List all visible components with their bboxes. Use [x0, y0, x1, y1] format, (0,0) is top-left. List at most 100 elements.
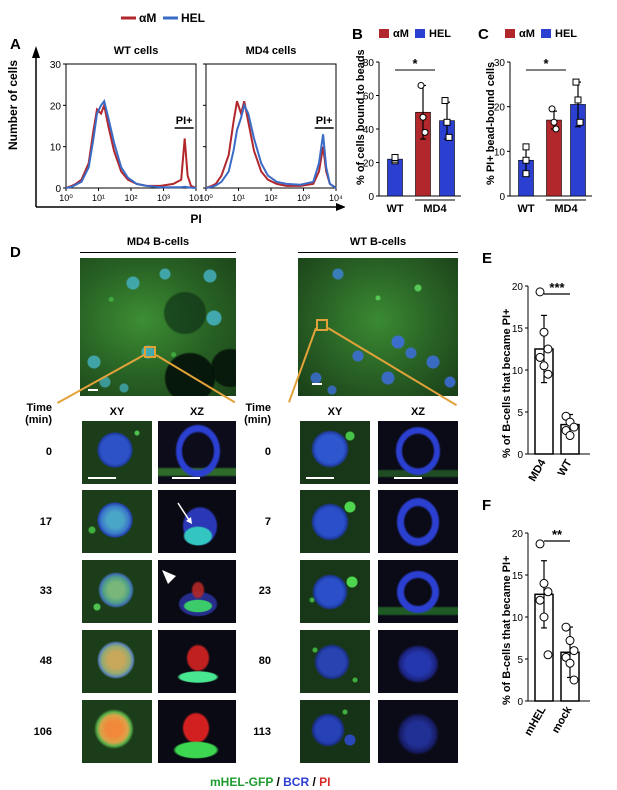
legend-am-swatch	[505, 29, 515, 38]
c-ytick-label-0: 0	[499, 192, 505, 203]
b-point-2-2	[445, 133, 453, 141]
panel-a-wt-plot: 0 10 20 30 10⁰ 10¹ 10² 10³ 10⁴ PI+	[50, 60, 203, 203]
legend-am-label: αM	[393, 28, 409, 40]
f-ytick-label-4: 20	[512, 529, 524, 540]
b-ytick-label-4: 80	[363, 58, 375, 69]
panel-a-ylabel: Number of cells	[6, 60, 20, 150]
wt-series-hel	[65, 98, 197, 189]
f-point-0-3	[535, 595, 545, 605]
f-point-1-5	[569, 675, 579, 685]
c-point-0-1	[522, 156, 530, 164]
e-ytick-label-1: 5	[517, 408, 523, 419]
wt-ytick-label-1: 10	[50, 143, 62, 154]
e-point-0-0	[535, 287, 545, 297]
c-point-2-1	[574, 96, 582, 104]
panel-a-md4-plot: 10⁰ 10¹ 10² 10³ 10⁴ PI+	[199, 63, 343, 203]
wt-zoom-box	[316, 319, 328, 331]
panel-f-ylabel: % of B-cells that became PI+	[501, 556, 513, 705]
f-point-0-0	[535, 539, 545, 549]
e-point-0-3	[535, 352, 545, 362]
b-ytick-label-1: 20	[363, 159, 375, 170]
wt-xz-t1	[378, 490, 458, 553]
md4-scale-bar	[88, 389, 98, 391]
md4-xtick-label-3: 10³	[297, 193, 310, 203]
panel-a-wt-title: WT cells	[114, 45, 159, 57]
md4-time-header: Time (min)	[25, 402, 52, 426]
md4-xtick-label-0: 10⁰	[199, 193, 213, 203]
panel-label-b: B	[352, 26, 363, 43]
f-ytick-label-2: 10	[512, 613, 524, 624]
wt-time-2: 23	[258, 585, 271, 597]
wt-xtick-label-2: 10²	[124, 193, 137, 203]
wt-time-1: 7	[264, 516, 271, 528]
b-point-1-0	[417, 81, 425, 89]
md4-xy-t2	[82, 560, 152, 623]
f-point-0-5	[543, 650, 553, 660]
e-point-0-5	[543, 369, 553, 379]
c-point-0-2	[522, 170, 530, 178]
md4-xz-header: XZ	[189, 406, 205, 418]
md4-title-rule	[80, 252, 236, 253]
wt-time-3: 80	[258, 655, 271, 667]
c-ytick-label-2: 20	[494, 103, 506, 114]
wt-xy-t0	[300, 421, 370, 484]
wt-series-am	[65, 101, 197, 189]
md4-xy-t3	[82, 630, 152, 693]
md4-time-1: 17	[39, 516, 52, 528]
panel-label-f: F	[482, 497, 492, 514]
md4-xz-t0	[158, 421, 236, 484]
panel-a-x-arrow-head	[336, 203, 345, 211]
md4-xy-header: XY	[109, 406, 125, 418]
wt-xtick-label-0: 10⁰	[59, 193, 73, 203]
panel-c-ylabel: % PI+ bead-bound cells	[485, 62, 497, 185]
wt-xz-t4	[378, 700, 458, 763]
f-category-label-1: mock	[550, 704, 575, 736]
md4-xtick-label-2: 10²	[264, 193, 277, 203]
legend-am-label: αM	[139, 11, 156, 25]
wt-scale-bar	[312, 383, 322, 385]
legend-hel-label: HEL	[555, 28, 577, 40]
legend-am-swatch	[379, 29, 389, 38]
md4-zoom-box	[144, 346, 156, 358]
c-point-1-2	[552, 125, 560, 133]
md4-pi-gate-label: PI+	[316, 115, 333, 127]
c-ytick-label-1: 10	[494, 147, 506, 158]
md4-xtick-label-1: 10¹	[232, 193, 245, 203]
f-point-1-2	[569, 646, 579, 656]
f-point-1-1	[565, 636, 575, 646]
b-bar-0	[387, 158, 403, 197]
f-significance-stars: **	[552, 527, 563, 542]
f-point-0-1	[539, 578, 549, 588]
wt-xy-header: XY	[327, 406, 343, 418]
md4-time-0: 0	[45, 446, 52, 458]
e-category-label-1: WT	[556, 457, 575, 478]
b-group-label-0: WT	[386, 203, 403, 215]
md4-xtick-label-4: 10⁴	[329, 193, 343, 203]
c-point-0-0	[522, 143, 530, 151]
md4-overview-micrograph	[80, 258, 236, 396]
md4-series-hel	[205, 102, 337, 189]
c-point-2-0	[572, 78, 580, 86]
e-ytick-label-2: 10	[512, 366, 524, 377]
md4-xy-t0	[82, 421, 152, 484]
panel-a-md4-title: MD4 cells	[246, 45, 297, 57]
e-category-label-0: MD4	[527, 457, 549, 484]
e-significance-stars: ***	[549, 280, 565, 295]
panel-b-plot: 0 20 40 60 80 WT MD4 *	[363, 56, 461, 215]
c-group-label-1: MD4	[554, 203, 578, 215]
md4-xz-t4	[158, 700, 236, 763]
wt-xy-t1	[300, 490, 370, 553]
b-point-2-1	[443, 118, 451, 126]
wt-time-0: 0	[264, 446, 271, 458]
wt-xz-header: XZ	[410, 406, 426, 418]
c-significance-star: *	[543, 56, 549, 71]
wt-time-header: Time (min)	[244, 402, 271, 426]
wt-bcells-title: WT B-cells	[349, 236, 407, 248]
legend-hel-label: HEL	[429, 28, 451, 40]
e-ytick-label-3: 15	[512, 324, 524, 335]
panel-e-plot: 0 5 10 15 20 MD4 WT ***	[512, 280, 590, 484]
wt-overview-micrograph	[298, 258, 458, 396]
wt-ytick-label-3: 30	[50, 60, 62, 71]
e-point-0-4	[539, 361, 549, 371]
